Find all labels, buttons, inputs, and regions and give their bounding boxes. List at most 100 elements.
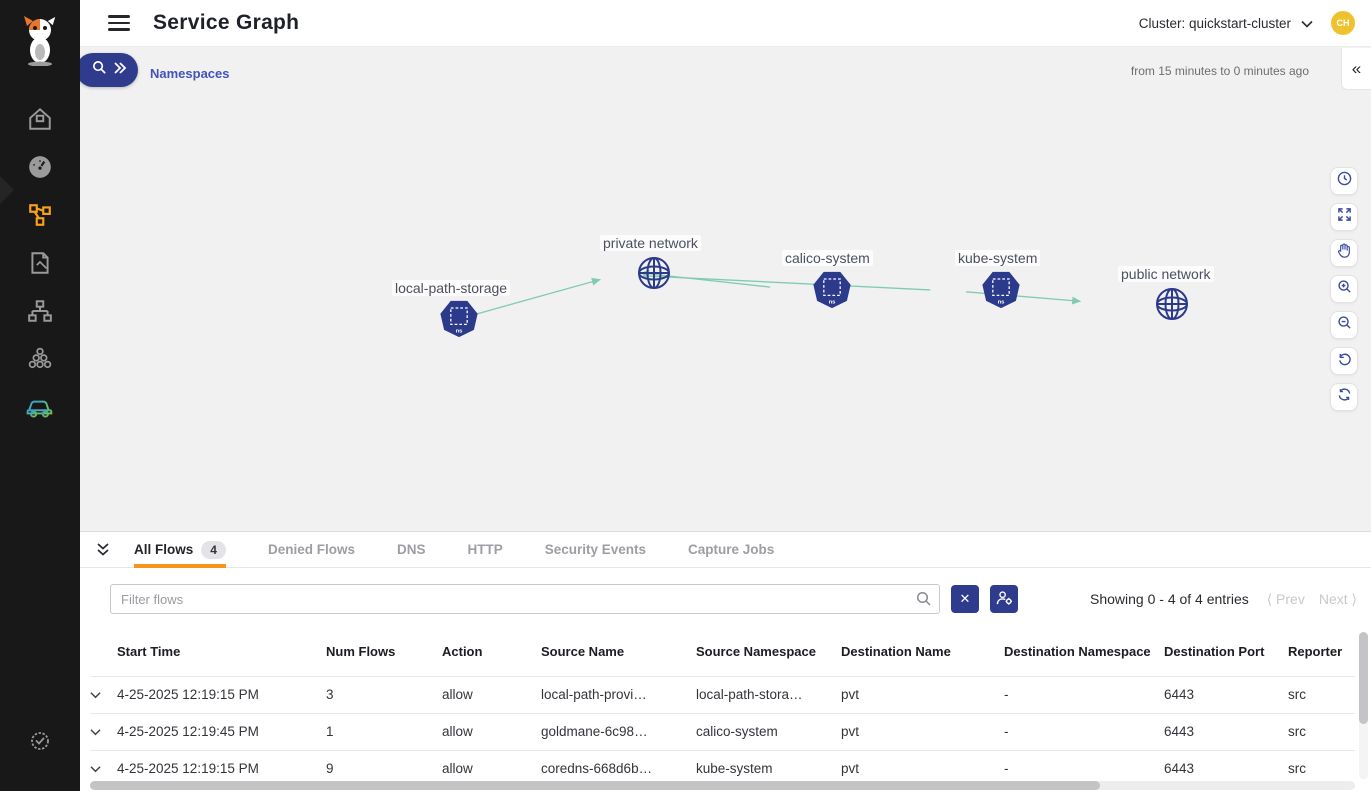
search-icon — [916, 591, 932, 612]
gauge-icon — [27, 154, 53, 185]
cell-num-flows: 1 — [326, 713, 442, 751]
col-destination-port[interactable]: Destination Port — [1164, 628, 1288, 677]
namespace-heptagon-icon: ns — [439, 300, 479, 342]
row-expand-chevron-icon[interactable] — [90, 676, 117, 714]
cell-num-flows: 3 — [326, 676, 442, 714]
col-source-name[interactable]: Source Name — [541, 628, 696, 677]
graph-node-namespace[interactable]: ns — [439, 298, 479, 343]
next-page-button[interactable]: Next ⟩ — [1318, 590, 1357, 607]
tab-capture-jobs[interactable]: Capture Jobs — [688, 532, 774, 568]
graph-node-namespace[interactable]: ns — [981, 269, 1021, 314]
graph-node-label[interactable]: public network — [1118, 266, 1214, 282]
filter-flows-input[interactable] — [110, 584, 940, 614]
sidebar-item-dashboards[interactable] — [0, 145, 80, 193]
reset-view-button[interactable] — [1330, 347, 1358, 375]
namespace-heptagon-icon: ns — [812, 271, 852, 313]
flows-table: Start Time Num Flows Action Source Name … — [90, 628, 1355, 788]
sidebar-item-home[interactable] — [0, 97, 80, 145]
tab-label: DNS — [396, 542, 426, 557]
tab-http[interactable]: HTTP — [467, 532, 502, 568]
graph-node-network[interactable] — [1154, 286, 1190, 327]
col-destination-namespace[interactable]: Destination Namespace — [1004, 628, 1164, 677]
graph-node-namespace[interactable]: ns — [812, 269, 852, 314]
svg-text:ns: ns — [829, 300, 837, 306]
graph-node-label[interactable]: kube-system — [955, 250, 1041, 266]
graph-search-pill[interactable] — [76, 53, 138, 87]
refresh-button[interactable] — [1330, 383, 1358, 411]
row-expand-chevron-icon[interactable] — [90, 713, 117, 751]
tab-all-flows[interactable]: All Flows 4 — [134, 532, 226, 568]
tab-denied-flows[interactable]: Denied Flows — [268, 532, 355, 568]
double-chevron-right-icon — [113, 61, 127, 79]
pan-mode-button[interactable] — [1330, 239, 1358, 267]
col-start-time[interactable]: Start Time — [117, 628, 326, 677]
sidebar-item-service-graph[interactable] — [0, 193, 80, 241]
all-flows-count-badge: 4 — [201, 540, 226, 559]
table-row[interactable]: 4-25-2025 12:19:45 PM 1 allow goldmane-6… — [90, 713, 1355, 751]
cluster-selector-label: Cluster: quickstart-cluster — [1138, 15, 1291, 31]
tab-label: All Flows — [134, 542, 194, 557]
search-icon — [92, 60, 107, 80]
sidebar-item-network[interactable] — [0, 289, 80, 337]
cell-action: allow — [442, 676, 541, 714]
breadcrumb[interactable]: Namespaces — [150, 66, 230, 81]
network-tree-icon — [27, 298, 53, 329]
time-settings-button[interactable] — [1330, 167, 1358, 195]
graph-node-label[interactable]: local-path-storage — [392, 280, 511, 296]
graph-toolbar — [1330, 167, 1358, 411]
fit-screen-button[interactable] — [1330, 203, 1358, 231]
col-action[interactable]: Action — [442, 628, 541, 677]
collapse-panel-double-chevron-icon[interactable] — [94, 542, 112, 558]
vertical-scrollbar-thumb[interactable] — [1359, 632, 1368, 724]
flows-table-wrap: Start Time Num Flows Action Source Name … — [90, 628, 1355, 788]
hamburger-menu-icon[interactable] — [108, 15, 130, 31]
cluster-icon — [27, 346, 53, 377]
horizontal-scrollbar-thumb[interactable] — [90, 781, 1100, 790]
cell-destination-name: pvt — [841, 676, 1004, 714]
graph-node-network[interactable] — [636, 255, 672, 296]
tab-label: HTTP — [467, 542, 503, 557]
zoom-in-icon — [1337, 279, 1352, 299]
svg-text:ns: ns — [998, 300, 1006, 306]
graph-node-label[interactable]: private network — [600, 235, 701, 251]
clear-filter-button[interactable]: ✕ — [951, 585, 979, 613]
sidebar — [0, 0, 80, 791]
service-graph-canvas: Namespaces from 15 minutes to 0 minutes … — [76, 47, 1371, 531]
tab-dns[interactable]: DNS — [397, 532, 426, 568]
zoom-out-button[interactable] — [1330, 311, 1358, 339]
column-customization-button[interactable] — [990, 585, 1018, 613]
table-row[interactable]: 4-25-2025 12:19:15 PM 3 allow local-path… — [90, 676, 1355, 714]
table-header-row: Start Time Num Flows Action Source Name … — [90, 628, 1355, 677]
horizontal-scrollbar — [90, 781, 1355, 790]
sidebar-item-reports[interactable] — [0, 241, 80, 289]
col-source-namespace[interactable]: Source Namespace — [696, 628, 841, 677]
user-gear-icon — [996, 590, 1013, 609]
cell-start-time: 4-25-2025 12:19:15 PM — [117, 676, 326, 714]
graph-node-label[interactable]: calico-system — [782, 250, 873, 266]
namespace-heptagon-icon: ns — [981, 271, 1021, 313]
header-spacer — [90, 628, 117, 677]
certificate-check-icon — [28, 729, 52, 758]
col-reporter[interactable]: Reporter — [1288, 628, 1355, 677]
avatar[interactable]: CH — [1331, 11, 1355, 35]
refresh-icon — [1337, 387, 1352, 407]
calico-cat-logo[interactable] — [19, 14, 61, 71]
collapse-side-panel-button[interactable]: « — [1341, 48, 1371, 90]
zoom-in-button[interactable] — [1330, 275, 1358, 303]
sidebar-item-clusters[interactable] — [0, 337, 80, 385]
col-num-flows[interactable]: Num Flows — [326, 628, 442, 677]
cell-destination-name: pvt — [841, 713, 1004, 751]
cell-source-namespace: calico-system — [696, 713, 841, 751]
sidebar-item-compliance-car[interactable] — [0, 385, 80, 433]
sidebar-item-certificate[interactable] — [0, 719, 80, 767]
cell-action: allow — [442, 713, 541, 751]
tab-security-events[interactable]: Security Events — [545, 532, 646, 568]
chevron-down-icon — [1301, 16, 1313, 31]
expand-icon — [1337, 207, 1352, 227]
globe-icon — [636, 257, 672, 295]
cluster-selector[interactable]: Cluster: quickstart-cluster — [1139, 16, 1313, 31]
tab-label: Capture Jobs — [688, 542, 775, 557]
showing-entries-label: Showing 0 - 4 of 4 entries — [1090, 591, 1249, 607]
col-destination-name[interactable]: Destination Name — [841, 628, 1004, 677]
prev-page-button[interactable]: ⟨ Prev — [1266, 590, 1305, 607]
